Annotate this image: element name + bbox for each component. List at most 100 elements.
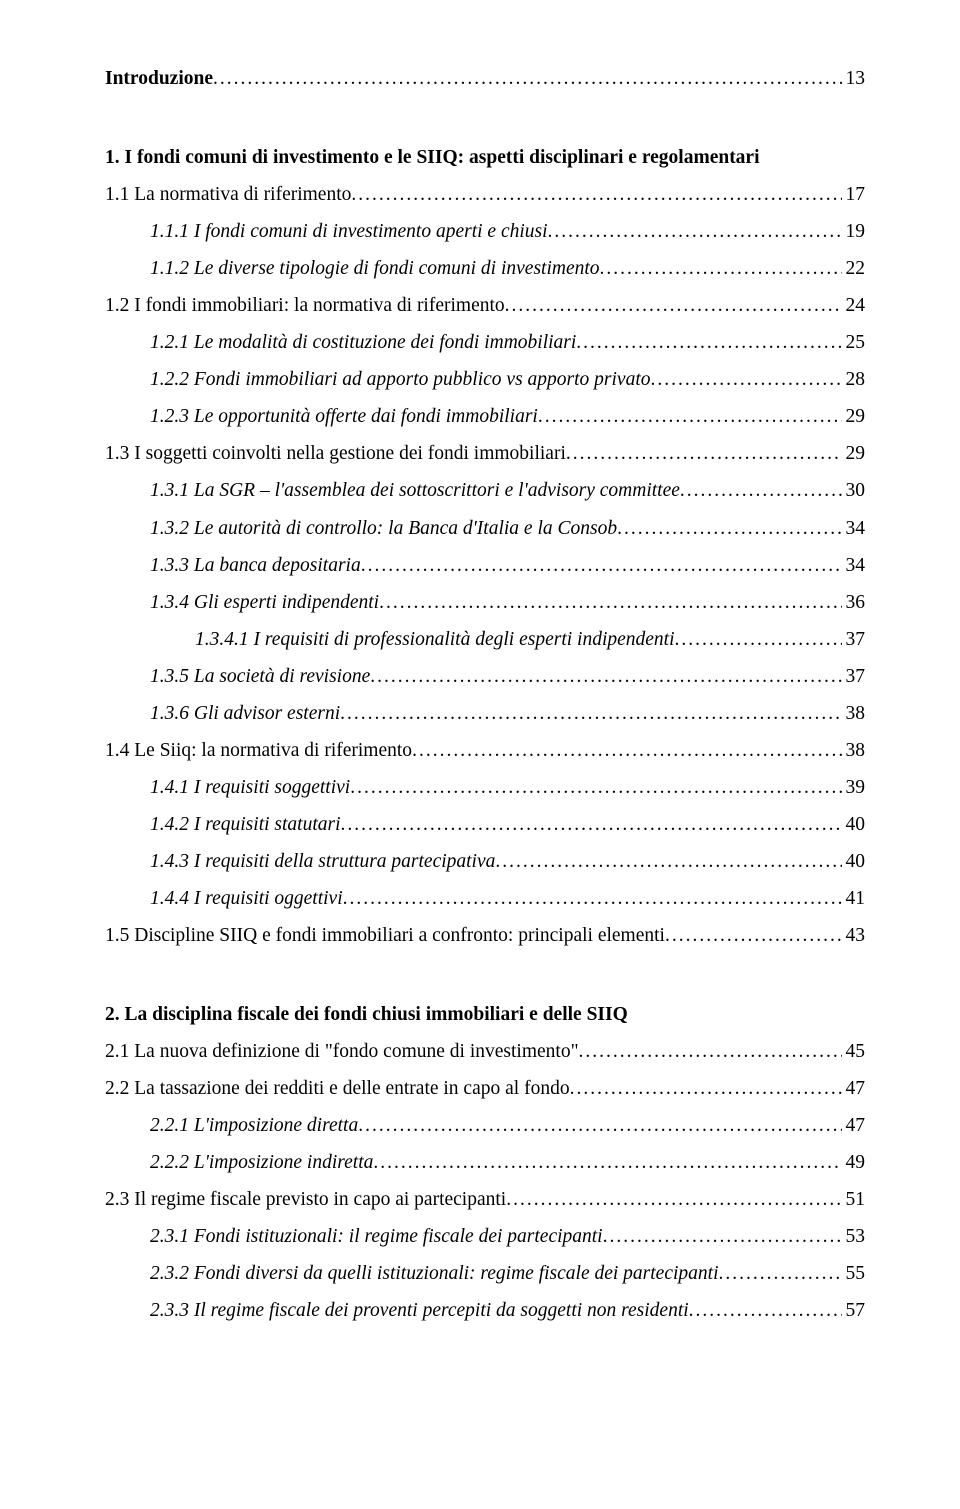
toc-entry: 1.5 Discipline SIIQ e fondi immobiliari … bbox=[105, 917, 865, 954]
toc-leader bbox=[379, 584, 841, 621]
toc-entry-text: 1.3 I soggetti coinvolti nella gestione … bbox=[105, 435, 566, 472]
toc-entry-text: 1.3.5 La società di revisione bbox=[150, 658, 370, 695]
toc-entry-text: 2.3.3 Il regime fiscale dei proventi per… bbox=[150, 1292, 689, 1329]
toc-leader bbox=[576, 324, 841, 361]
toc-entry-text: 1.3.2 Le autorità di controllo: la Banca… bbox=[150, 510, 617, 547]
toc-entry: 2.2 La tassazione dei redditi e delle en… bbox=[105, 1070, 865, 1107]
toc-page-number: 24 bbox=[842, 287, 866, 324]
toc-leader bbox=[548, 213, 842, 250]
toc-entry-text: 1.2.3 Le opportunità offerte dai fondi i… bbox=[150, 398, 538, 435]
toc-leader bbox=[370, 658, 841, 695]
toc-entry: 1.4.2 I requisiti statutari40 bbox=[150, 806, 865, 843]
toc-leader bbox=[675, 621, 842, 658]
toc-entry-text: 1.2 I fondi immobiliari: la normativa di… bbox=[105, 287, 505, 324]
toc-page-number: 28 bbox=[842, 361, 866, 398]
toc-leader bbox=[343, 880, 842, 917]
toc-entry-text: 2.2.2 L'imposizione indiretta bbox=[150, 1144, 373, 1181]
toc-page-number: 38 bbox=[842, 732, 866, 769]
toc-entry: 2.2.2 L'imposizione indiretta49 bbox=[150, 1144, 865, 1181]
toc-page-number: 30 bbox=[842, 472, 866, 509]
toc-page-number: 51 bbox=[842, 1181, 866, 1218]
toc-page-number: 45 bbox=[842, 1033, 866, 1070]
toc-entry-text: 1.4.4 I requisiti oggettivi bbox=[150, 880, 343, 917]
toc-entry-text: 1. I fondi comuni di investimento e le S… bbox=[105, 139, 760, 176]
toc-leader bbox=[570, 1070, 842, 1107]
toc-page-number: 29 bbox=[842, 398, 866, 435]
toc-leader bbox=[600, 250, 842, 287]
toc-leader bbox=[719, 1255, 842, 1292]
toc-entry: 1.4 Le Siiq: la normativa di riferimento… bbox=[105, 732, 865, 769]
toc-page-number: 57 bbox=[842, 1292, 866, 1329]
toc-page-number: 47 bbox=[842, 1070, 866, 1107]
toc-entry-text: 2.3.1 Fondi istituzionali: il regime fis… bbox=[150, 1218, 603, 1255]
toc-entry-text: 2. La disciplina fiscale dei fondi chius… bbox=[105, 996, 628, 1033]
toc-leader bbox=[373, 1144, 841, 1181]
toc-entry-text: 2.2.1 L'imposizione diretta bbox=[150, 1107, 358, 1144]
toc-entry-text: 2.2 La tassazione dei redditi e delle en… bbox=[105, 1070, 570, 1107]
toc-entry: 1.3 I soggetti coinvolti nella gestione … bbox=[105, 435, 865, 472]
toc-entry: 2.3.1 Fondi istituzionali: il regime fis… bbox=[150, 1218, 865, 1255]
toc-page-number: 25 bbox=[842, 324, 866, 361]
toc-entry: 1.3.4.1 I requisiti di professionalità d… bbox=[195, 621, 865, 658]
toc-entry: 1.3.2 Le autorità di controllo: la Banca… bbox=[150, 510, 865, 547]
toc-entry-text: 1.4.1 I requisiti soggettivi bbox=[150, 769, 350, 806]
toc-entry: 1.2.2 Fondi immobiliari ad apporto pubbl… bbox=[150, 361, 865, 398]
toc-page-number: 41 bbox=[842, 880, 866, 917]
toc-entry: 1.2 I fondi immobiliari: la normativa di… bbox=[105, 287, 865, 324]
toc-entry: 1.4.4 I requisiti oggettivi 41 bbox=[150, 880, 865, 917]
toc-entry-text: 1.4 Le Siiq: la normativa di riferimento bbox=[105, 732, 412, 769]
toc-entry-text: 1.2.2 Fondi immobiliari ad apporto pubbl… bbox=[150, 361, 651, 398]
toc-leader bbox=[680, 472, 842, 509]
toc-entry-text: 1.1.1 I fondi comuni di investimento ape… bbox=[150, 213, 548, 250]
toc-page-number: 40 bbox=[842, 806, 866, 843]
toc-entry: 1.3.1 La SGR – l'assemblea dei sottoscri… bbox=[150, 472, 865, 509]
toc-leader bbox=[351, 176, 841, 213]
toc-page-number: 29 bbox=[842, 435, 866, 472]
toc-entry: 1.1.1 I fondi comuni di investimento ape… bbox=[150, 213, 865, 250]
toc-entry: 1. I fondi comuni di investimento e le S… bbox=[105, 139, 865, 176]
toc-leader bbox=[617, 510, 841, 547]
toc-leader bbox=[412, 732, 841, 769]
toc-entry-text: 1.3.4.1 I requisiti di professionalità d… bbox=[195, 621, 675, 658]
toc-entry-text: Introduzione bbox=[105, 60, 213, 97]
toc-page-number: 55 bbox=[842, 1255, 866, 1292]
toc-page-number: 34 bbox=[842, 547, 866, 584]
toc-page-number: 37 bbox=[842, 658, 866, 695]
toc-entry: 1.1 La normativa di riferimento17 bbox=[105, 176, 865, 213]
toc-entry: 1.1.2 Le diverse tipologie di fondi comu… bbox=[150, 250, 865, 287]
toc-entry: 1.3.3 La banca depositaria 34 bbox=[150, 547, 865, 584]
toc-leader bbox=[361, 547, 842, 584]
toc-entry: 2.3.2 Fondi diversi da quelli istituzion… bbox=[150, 1255, 865, 1292]
toc-page-number: 36 bbox=[842, 584, 866, 621]
toc-entry: 2.3 Il regime fiscale previsto in capo a… bbox=[105, 1181, 865, 1218]
toc-page-number: 43 bbox=[842, 917, 866, 954]
toc-page-number: 13 bbox=[842, 60, 866, 97]
toc-gap bbox=[105, 97, 865, 139]
toc-page-number: 53 bbox=[842, 1218, 866, 1255]
toc-page-number: 38 bbox=[842, 695, 866, 732]
toc-entry: 1.3.4 Gli esperti indipendenti36 bbox=[150, 584, 865, 621]
toc-entry-text: 1.2.1 Le modalità di costituzione dei fo… bbox=[150, 324, 576, 361]
toc-leader bbox=[340, 695, 841, 732]
toc-entry-text: 1.3.3 La banca depositaria bbox=[150, 547, 361, 584]
toc-page-number: 34 bbox=[842, 510, 866, 547]
toc-entry: 2.3.3 Il regime fiscale dei proventi per… bbox=[150, 1292, 865, 1329]
toc-entry-text: 1.3.6 Gli advisor esterni bbox=[150, 695, 340, 732]
toc-leader bbox=[538, 398, 842, 435]
toc-entry: 2.1 La nuova definizione di "fondo comun… bbox=[105, 1033, 865, 1070]
toc-leader bbox=[213, 60, 842, 97]
toc-leader bbox=[505, 287, 842, 324]
toc-leader bbox=[506, 1181, 841, 1218]
toc-entry: Introduzione 13 bbox=[105, 60, 865, 97]
toc-entry: 2. La disciplina fiscale dei fondi chius… bbox=[105, 996, 865, 1033]
toc-page-number: 40 bbox=[842, 843, 866, 880]
toc-entry-text: 1.1.2 Le diverse tipologie di fondi comu… bbox=[150, 250, 600, 287]
toc-leader bbox=[358, 1107, 841, 1144]
toc-entry: 2.2.1 L'imposizione diretta47 bbox=[150, 1107, 865, 1144]
toc-leader bbox=[350, 769, 841, 806]
toc-entry-text: 2.1 La nuova definizione di "fondo comun… bbox=[105, 1033, 579, 1070]
toc-entry-text: 1.1 La normativa di riferimento bbox=[105, 176, 351, 213]
toc-leader bbox=[579, 1033, 842, 1070]
toc-leader bbox=[651, 361, 842, 398]
toc-entry: 1.3.5 La società di revisione 37 bbox=[150, 658, 865, 695]
